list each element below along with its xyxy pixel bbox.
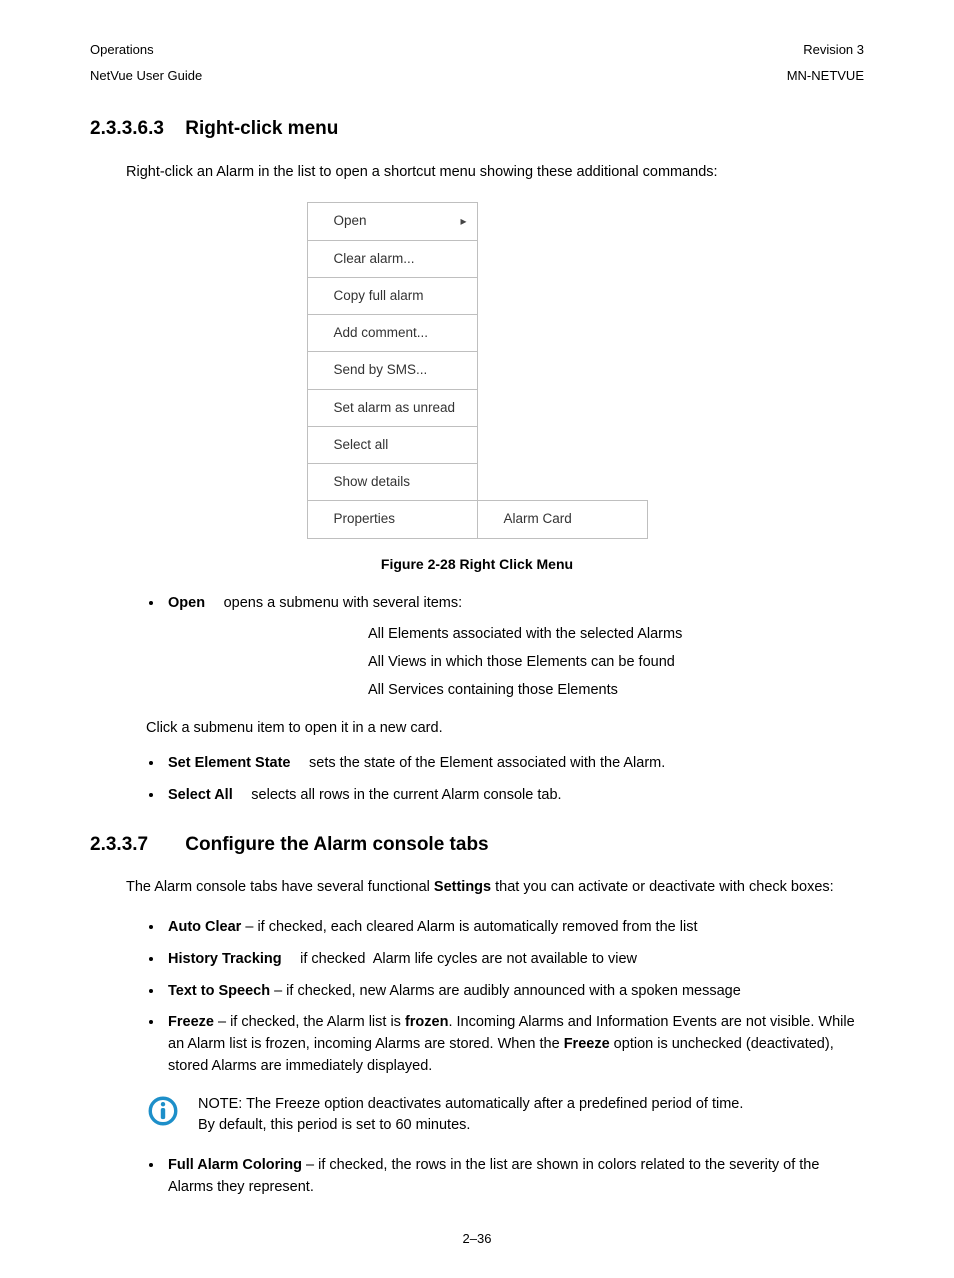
tts-lead: Text to Speech — [168, 983, 270, 999]
freeze-p1a: – if checked, the Alarm list is — [214, 1014, 405, 1030]
setting-history-tracking: History Tracking if checked Alarm life c… — [164, 949, 864, 971]
document-page: Operations Revision 3 NetVue User Guide … — [0, 0, 954, 1278]
auto-clear-rest: – if checked, each cleared Alarm is auto… — [241, 919, 697, 935]
section-heading-2: 2.3.3.7 Configure the Alarm console tabs — [90, 831, 864, 860]
freeze-p1d: Freeze — [564, 1036, 610, 1052]
sec2-intro-post: that you can activate or deactivate with… — [491, 879, 834, 895]
note-line-2: By default, this period is set to 60 min… — [198, 1115, 864, 1137]
menu-item-properties[interactable]: Properties — [307, 501, 477, 538]
menu-item-open[interactable]: Open — [307, 203, 477, 240]
setting-full-alarm-coloring: Full Alarm Coloring – if checked, the ro… — [164, 1155, 864, 1199]
bullet-set-element-state: Set Element State sets the state of the … — [164, 753, 864, 775]
open-sub-2: All Views in which those Elements can be… — [368, 652, 864, 674]
section-heading-1: 2.3.3.6.3 Right-click menu — [90, 115, 864, 144]
sec2-intro-pre: The Alarm console tabs have several func… — [126, 879, 434, 895]
set-elem-lead: Set Element State — [168, 755, 291, 771]
tts-rest: – if checked, new Alarms are audibly ann… — [270, 983, 741, 999]
section-2-intro: The Alarm console tabs have several func… — [126, 877, 864, 899]
setting-freeze: Freeze – if checked, the Alarm list is f… — [164, 1012, 864, 1077]
freeze-p1b: frozen — [405, 1014, 449, 1030]
context-menu: Open Clear alarm... Copy full alarm Add … — [307, 202, 648, 538]
bullet-open-lead: Open — [168, 595, 205, 611]
section-1-intro: Right-click an Alarm in the list to open… — [126, 162, 864, 184]
history-lead: History Tracking — [168, 951, 282, 967]
settings-list: Auto Clear – if checked, each cleared Al… — [146, 917, 864, 1078]
menu-item-add-comment[interactable]: Add comment... — [307, 315, 477, 352]
menu-item-clear-alarm[interactable]: Clear alarm... — [307, 240, 477, 277]
bullet-open-rest: opens a submenu with several items: — [205, 595, 462, 611]
auto-clear-lead: Auto Clear — [168, 919, 241, 935]
page-header: Operations Revision 3 NetVue User Guide … — [90, 40, 864, 85]
freeze-lead: Freeze — [168, 1014, 214, 1030]
bullet-open: Open opens a submenu with several items:… — [164, 593, 864, 702]
setting-text-to-speech: Text to Speech – if checked, new Alarms … — [164, 981, 864, 1003]
settings-list-2: Full Alarm Coloring – if checked, the ro… — [146, 1155, 864, 1199]
sec2-intro-bold: Settings — [434, 879, 491, 895]
section-2-title: Configure the Alarm console tabs — [185, 834, 488, 855]
history-rest: if checked Alarm life cycles are not ava… — [282, 951, 637, 967]
header-left-1: Operations — [90, 40, 154, 60]
page-number: 2–36 — [90, 1229, 864, 1249]
note-block: NOTE: The Freeze option deactivates auto… — [146, 1094, 864, 1138]
set-elem-rest: sets the state of the Element associated… — [291, 755, 666, 771]
full-color-lead: Full Alarm Coloring — [168, 1157, 302, 1173]
note-line-1: NOTE: The Freeze option deactivates auto… — [198, 1094, 864, 1116]
bullet-list-1: Open opens a submenu with several items:… — [146, 593, 864, 702]
section-number: 2.3.3.6.3 — [90, 115, 180, 144]
open-after-line: Click a submenu item to open it in a new… — [146, 718, 864, 740]
note-text: NOTE: The Freeze option deactivates auto… — [198, 1094, 864, 1138]
menu-item-copy-full-alarm[interactable]: Copy full alarm — [307, 277, 477, 314]
bullet-list-2: Set Element State sets the state of the … — [146, 753, 864, 807]
setting-auto-clear: Auto Clear – if checked, each cleared Al… — [164, 917, 864, 939]
select-all-rest: selects all rows in the current Alarm co… — [233, 787, 562, 803]
section-title: Right-click menu — [185, 118, 338, 139]
section-2-number: 2.3.3.7 — [90, 831, 180, 860]
open-sub-3: All Services containing those Elements — [368, 680, 864, 702]
header-left-2: NetVue User Guide — [90, 66, 202, 86]
figure-caption: Figure 2-28 Right Click Menu — [90, 554, 864, 575]
submenu-spacer — [477, 203, 647, 240]
open-sub-1: All Elements associated with the selecte… — [368, 624, 864, 646]
header-right-1: Revision 3 — [803, 40, 864, 60]
menu-item-show-details[interactable]: Show details — [307, 464, 477, 501]
header-right-2: MN-NETVUE — [787, 66, 864, 86]
bullet-select-all: Select All selects all rows in the curre… — [164, 785, 864, 807]
menu-item-send-by-sms[interactable]: Send by SMS... — [307, 352, 477, 389]
select-all-lead: Select All — [168, 787, 233, 803]
open-sublines: All Elements associated with the selecte… — [368, 624, 864, 701]
menu-item-set-unread[interactable]: Set alarm as unread — [307, 389, 477, 426]
submenu-item-alarm-card[interactable]: Alarm Card — [477, 501, 647, 538]
context-menu-figure: Open Clear alarm... Copy full alarm Add … — [90, 201, 864, 539]
info-icon — [146, 1094, 180, 1128]
menu-item-select-all[interactable]: Select all — [307, 426, 477, 463]
